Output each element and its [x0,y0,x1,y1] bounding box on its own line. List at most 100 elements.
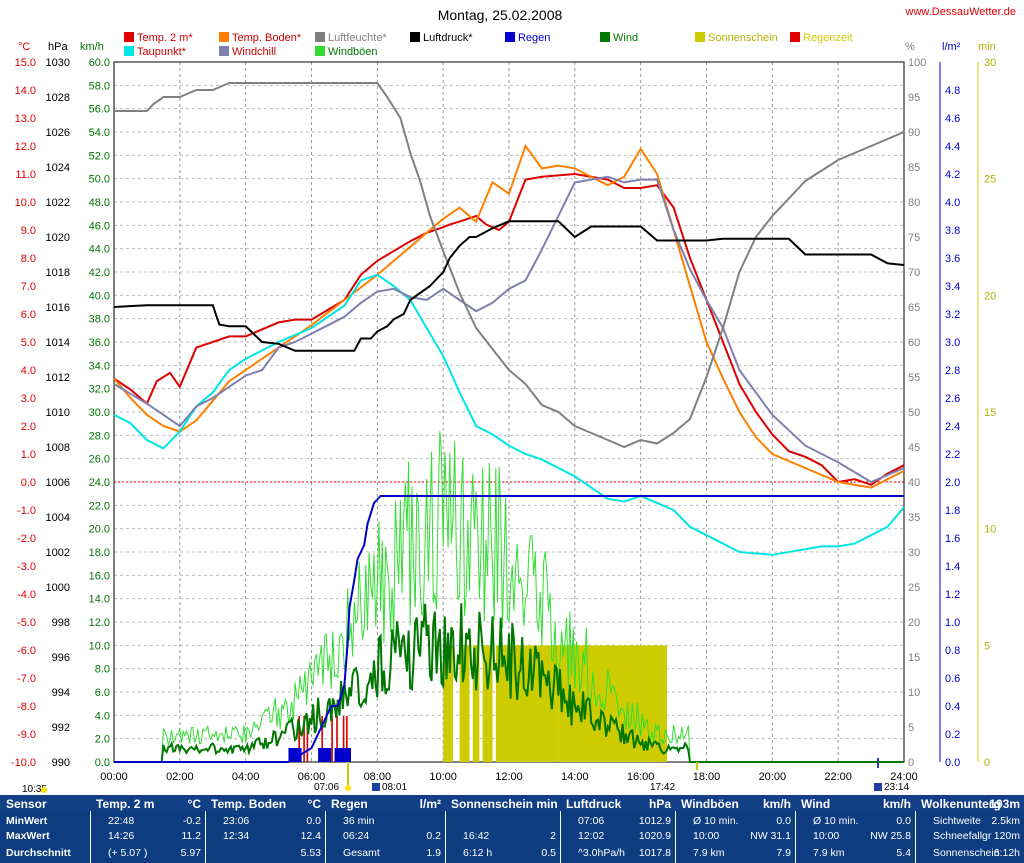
rain-tick-label: 4.8 [945,85,960,97]
table-row: 10:00 NW 31.1 [675,830,795,843]
table-header-unit: km/h [882,797,911,811]
temp-tick-label: 10.0 [15,197,36,209]
rain-time-mark [342,716,345,762]
x-tick-label: 24:00 [890,771,918,783]
humidity-tick-label: 90 [908,127,920,139]
legend-swatch [124,46,134,56]
humidity-tick-label: 100 [908,57,926,69]
legend-swatch [790,32,800,42]
table-cell-value: NW 25.8 [870,830,911,842]
rain-tick-label: 2.6 [945,393,960,405]
rain-time-mark [306,716,309,762]
temp-tick-label: -7.0 [17,673,36,685]
table-row: 5.53 [205,847,325,860]
sunshine-bar [459,645,470,762]
rain-time-mark [321,716,324,762]
table-cell: 10:00 [813,830,840,842]
humidity-tick-label: 80 [908,197,920,209]
table-column: Luftdruck hPa 07:06 1012.9 12:02 1020.9 ^3.0hP… [560,795,676,863]
table-column: Sensor MinWert MaxWert Durchschnitt [0,795,91,863]
sunshine-bar [472,645,480,762]
temp-tick-label: 2.0 [21,421,36,433]
wind-tick-label: 54.0 [89,127,110,139]
rain-tick-label: 2.2 [945,449,960,461]
legend-swatch [219,46,229,56]
rain-axis-unit: l/m² [942,41,961,53]
table-row: Durchschnitt [0,847,90,860]
table-column: Temp. 2 m °C 22:48 -0.2 14:26 11.2 (+ 5.07 ) 5.… [90,795,206,863]
legend-label: Temp. 2 m* [137,32,193,44]
weather-chart: Montag, 25.02.2008 www.DessauWetter.de Tem… [11,6,1016,795]
temp-axis-unit: °C [18,41,30,53]
table-cell: 22:48 [108,815,135,827]
pressure-tick-label: 996 [52,652,70,664]
humidity-tick-label: 60 [908,337,920,349]
pressure-tick-label: 1022 [46,197,70,209]
wind-tick-label: 16.0 [89,570,110,582]
sun-tick-label: 15 [984,407,996,419]
rain-tick-label: 0.2 [945,729,960,741]
x-tick-label: 22:00 [824,771,852,783]
rain-tick-label: 2.0 [945,477,960,489]
table-cell: Ø 10 min. [813,815,859,827]
time-marker: 17:42 [650,782,675,793]
wind-tick-label: 14.0 [89,594,110,606]
table-cell: 23:06 [223,815,250,827]
legend-label: Taupunkt* [137,46,187,58]
table-cell: (+ 5.07 ) [108,847,148,859]
humidity-tick-label: 85 [908,162,920,174]
table-row: 16:42 2 [445,830,560,843]
temp-tick-label: 12.0 [15,141,36,153]
wind-tick-label: 32.0 [89,384,110,396]
table-cell-value: 0.0 [306,815,321,827]
rain-bar [334,748,351,762]
rain-tick-label: 3.4 [945,281,960,293]
rain-tick-label: 4.4 [945,141,960,153]
table-header-label: Luftdruck [566,797,622,811]
series-regen [114,495,904,763]
pressure-tick-label: 1030 [46,57,70,69]
temp-tick-label: 11.0 [15,169,36,181]
table-cell-value: 5.4 [896,847,911,859]
table-cell-value: 2 [550,830,556,842]
wind-tick-label: 36.0 [89,337,110,349]
table-row: 6:12 h 0.5 [445,847,560,860]
series-taupunkt- [113,273,905,556]
time-marker: 23:14 [884,782,909,793]
table-header: Regen l/m² [325,795,445,811]
table-row: 36 min [325,815,445,828]
temp-tick-label: 6.0 [21,309,36,321]
temp-tick-label: -4.0 [17,589,36,601]
table-cell: Gesamt [343,847,380,859]
table-cell: 7.9 km [813,847,845,859]
wind-tick-label: 42.0 [89,267,110,279]
temp-tick-label: 1.0 [21,449,36,461]
table-header-unit: hPa [648,797,671,811]
wind-tick-label: 0.0 [95,757,110,769]
table-row: 06:24 0.2 [325,830,445,843]
legend-label: Luftdruck* [423,32,473,44]
sun-icon [345,785,351,791]
table-cell-value: 11.2 [181,830,201,842]
rain-tick-label: 1.8 [945,505,960,517]
series-windchill [113,175,905,484]
table-cell-value: 1012.9 [638,815,671,827]
table-cell: 14:26 [108,830,135,842]
table-row [445,815,560,828]
table-row: 7.9 km 5.4 [795,847,915,860]
table-column: Regen l/m² 36 min 06:24 0.2 Gesamt 1.9 [325,795,446,863]
pressure-tick-label: 1014 [46,337,70,349]
table-cell: 06:24 [343,830,370,842]
legend-label: Wind [613,32,638,44]
table-row: Gesamt 1.9 [325,847,445,860]
temp-tick-label: 7.0 [21,281,36,293]
table-header: Windböen km/h [675,795,795,811]
rain-tick-label: 1.2 [945,589,960,601]
legend-label: Windböen [328,46,378,58]
x-tick-label: 10:00 [429,771,457,783]
table-cell-value: 1.9 [426,847,441,859]
legend-swatch [505,32,515,42]
table-cell-value: 2.5km [991,815,1020,827]
table-cell-value: 0.2 [426,830,441,842]
table-cell: 7.9 km [693,847,725,859]
